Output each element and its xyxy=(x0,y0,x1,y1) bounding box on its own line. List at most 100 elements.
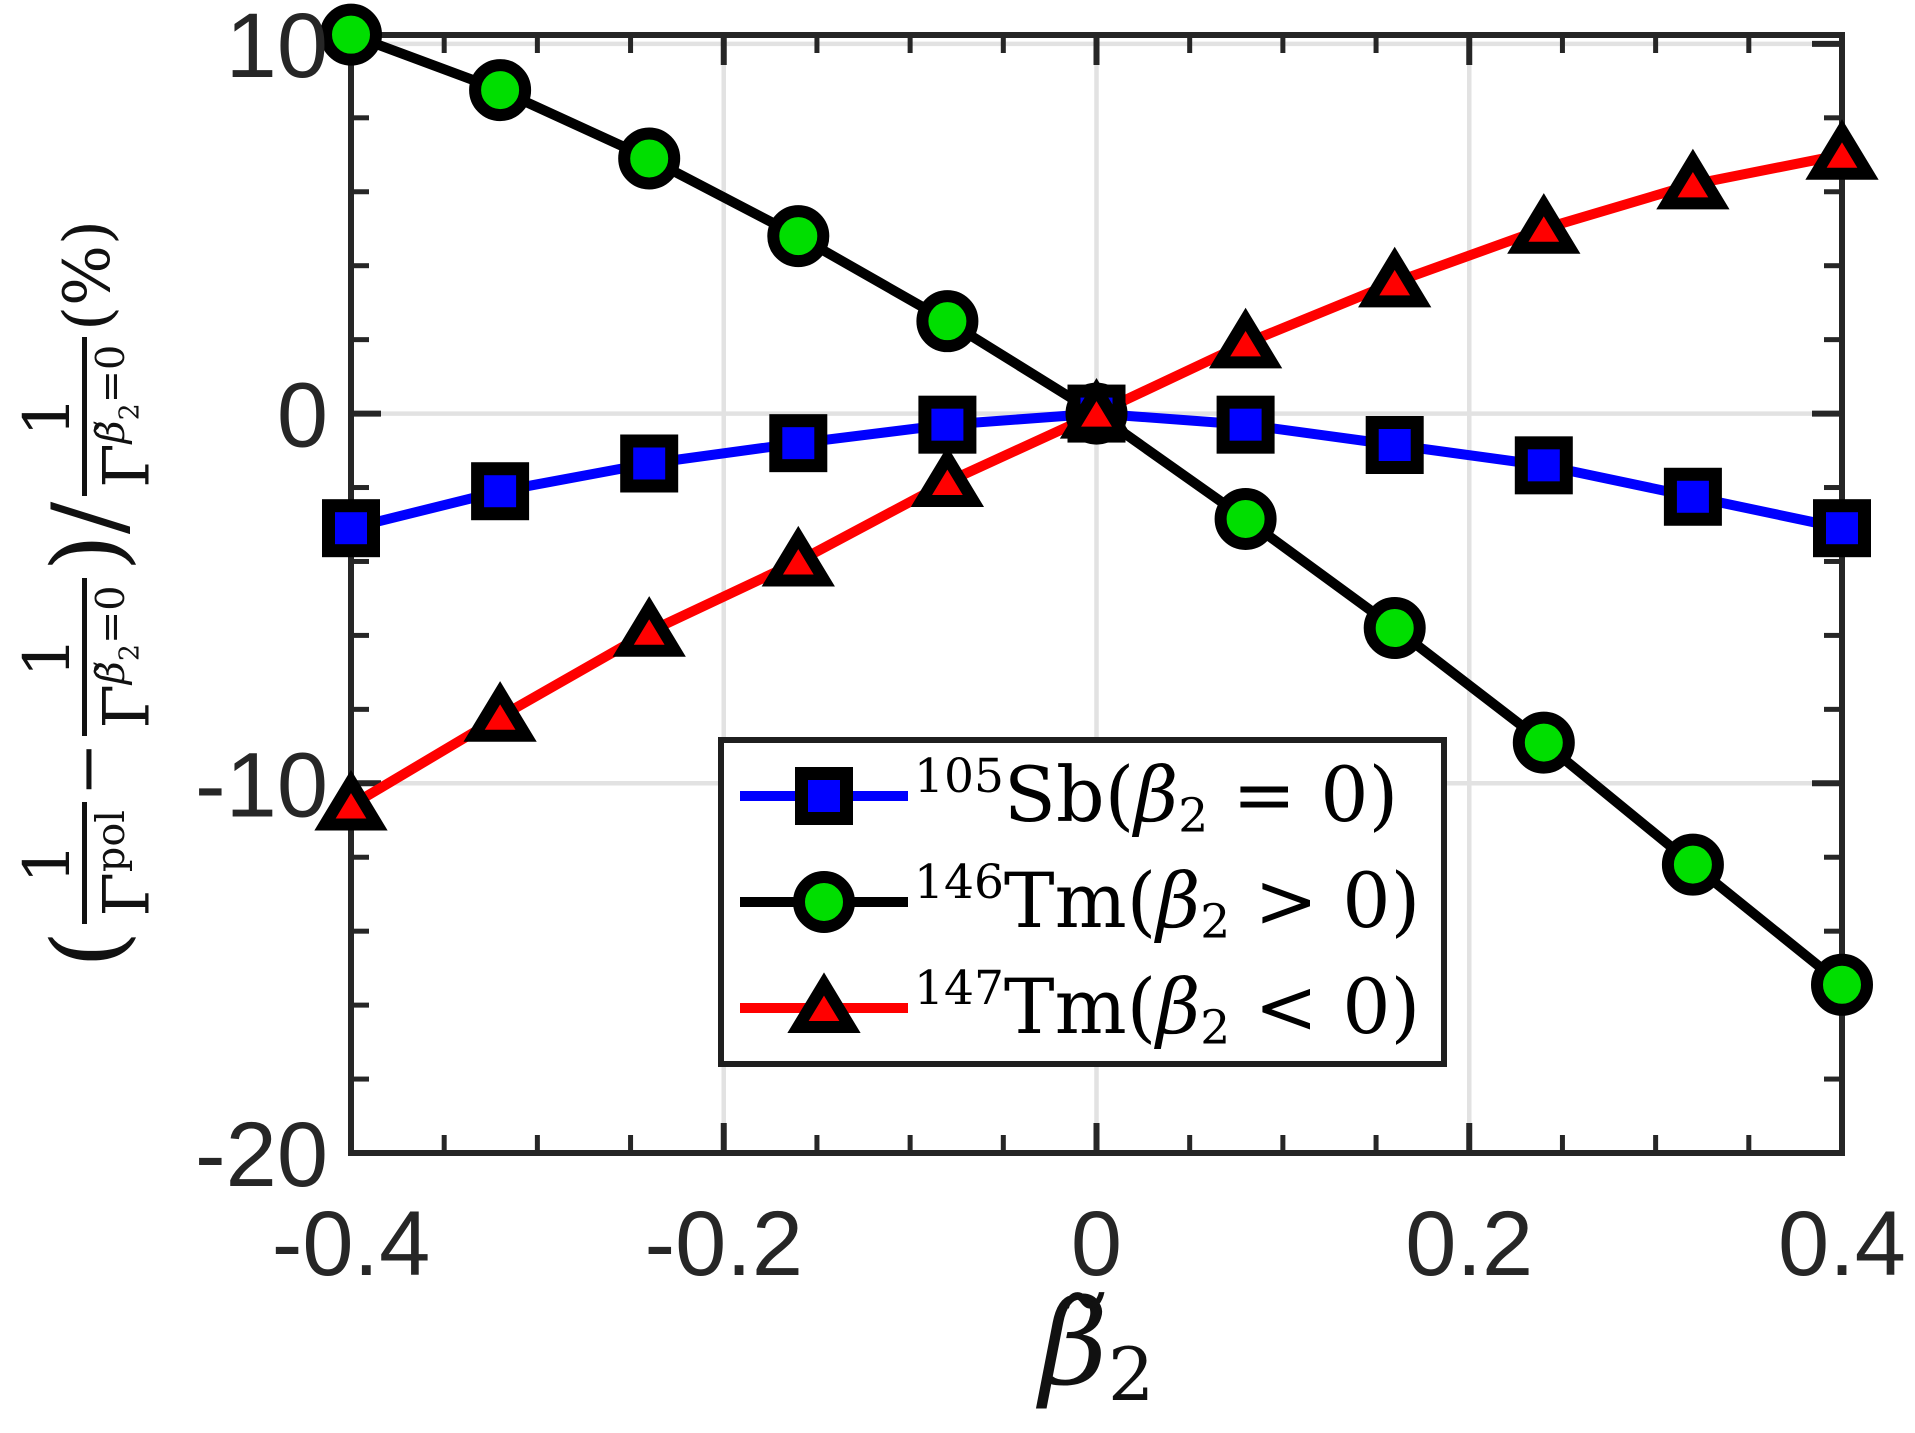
y-tick-label: 0 xyxy=(277,365,328,467)
marker-square xyxy=(322,499,380,558)
marker-triangle xyxy=(1208,307,1283,369)
marker-triangle xyxy=(1507,193,1581,254)
legend-item: 146Tm(β2 > 0) xyxy=(724,852,1441,952)
x-tick-label: 0.2 xyxy=(1405,1193,1533,1295)
marker-square xyxy=(620,434,679,493)
x-tick-label: -0.4 xyxy=(272,1193,431,1295)
math-text: Tm( xyxy=(1003,961,1157,1051)
math-text: 105 xyxy=(914,748,1004,804)
math-text: 147 xyxy=(914,960,1004,1016)
marker-square xyxy=(918,395,977,454)
marker-triangle xyxy=(1358,246,1432,308)
marker-square xyxy=(1216,395,1275,454)
marker-triangle xyxy=(910,446,985,507)
legend-item: 147Tm(β2 < 0) xyxy=(724,958,1441,1058)
math-text: (%) xyxy=(51,220,125,331)
math-text: 2 xyxy=(114,644,146,662)
math-text: ( xyxy=(32,930,144,968)
marker-circle xyxy=(916,290,979,353)
math-text: β xyxy=(1156,961,1201,1051)
x-tick-label: 0 xyxy=(1071,1193,1122,1295)
marker-circle xyxy=(1512,711,1575,774)
marker-square xyxy=(471,462,530,521)
marker-triangle xyxy=(463,681,537,742)
fraction: 1 Γpol xyxy=(11,802,165,925)
marker-circle xyxy=(1363,597,1426,660)
marker-triangle xyxy=(761,525,835,587)
legend: 105Sb(β2 = 0) 146Tm(β2 > 0) 147Tm(β2 < 0) xyxy=(718,737,1447,1067)
math-text: ) xyxy=(1390,855,1421,945)
marker-triangle xyxy=(612,596,686,657)
marker-circle xyxy=(618,127,681,190)
series-markers xyxy=(314,119,1879,831)
math-text: ) xyxy=(32,534,144,572)
marker-triangle xyxy=(1805,119,1879,180)
ticks xyxy=(348,38,1845,1156)
math-text: =0 xyxy=(87,585,134,645)
marker-circle xyxy=(1661,833,1724,896)
math-text: β xyxy=(1134,749,1179,839)
marker-triangle xyxy=(314,769,388,831)
math-text: − xyxy=(51,742,125,797)
x-tick-label: 0.4 xyxy=(1778,1193,1906,1295)
math-text: ) xyxy=(1390,961,1421,1051)
math-text: pol xyxy=(87,810,134,873)
math-text: 2 xyxy=(1200,894,1231,950)
math-text: = xyxy=(1208,749,1321,839)
marker-triangle xyxy=(1656,148,1730,210)
math-text: Γ xyxy=(90,684,165,729)
y-axis-label: (1 Γpol − 1 Γβ̃2=0)/1 Γβ̃2=0 (%) xyxy=(0,34,178,1154)
math-text: 0 xyxy=(1320,749,1369,839)
math-text: ) xyxy=(1368,749,1399,839)
marker-square xyxy=(1813,499,1871,558)
marker-square xyxy=(769,414,828,473)
math-text: 1 xyxy=(10,842,85,884)
marker-circle xyxy=(793,871,855,933)
marker-square xyxy=(1663,467,1722,526)
legend-sample xyxy=(740,871,908,933)
math-text: Γ xyxy=(90,443,165,488)
math-text: Γ xyxy=(90,872,165,917)
marker-triangle xyxy=(1059,377,1134,439)
legend-label: 146Tm(β2 > 0) xyxy=(914,859,1420,946)
math-text: 1 xyxy=(10,395,85,437)
x-axis-label: β̃2 xyxy=(1040,1284,1155,1412)
math-text: 2 xyxy=(114,403,146,421)
marker-circle xyxy=(767,205,830,268)
fraction: 1 Γβ̃2=0 xyxy=(11,577,165,737)
marker-circle xyxy=(320,3,382,66)
math-text: Tm( xyxy=(1003,855,1157,945)
marker-circle xyxy=(469,59,532,122)
legend-sample xyxy=(740,767,908,825)
math-text: / xyxy=(32,501,144,535)
math-text: β̃ xyxy=(1039,1273,1108,1412)
math-text: β̃ xyxy=(87,661,134,685)
math-text: β̃ xyxy=(87,420,134,444)
y-tick-label: -10 xyxy=(195,734,328,836)
y-tick-label: -20 xyxy=(195,1104,328,1206)
math-text: β xyxy=(1156,855,1201,945)
math-text: < xyxy=(1230,961,1343,1051)
legend-sample xyxy=(740,972,908,1033)
math-text: 1 xyxy=(10,636,85,678)
math-text: 146 xyxy=(914,854,1004,910)
legend-label: 147Tm(β2 < 0) xyxy=(914,965,1420,1052)
fraction: 1 Γβ̃2=0 xyxy=(11,336,165,496)
math-text: =0 xyxy=(87,344,134,404)
math-text: Sb( xyxy=(1003,749,1135,839)
marker-square xyxy=(795,767,853,825)
legend-item: 105Sb(β2 = 0) xyxy=(724,746,1441,846)
marker-triangle xyxy=(787,972,861,1033)
plot-border xyxy=(348,32,1845,1156)
math-text: > xyxy=(1230,855,1343,945)
legend-label: 105Sb(β2 = 0) xyxy=(914,753,1398,840)
math-text: 0 xyxy=(1342,961,1391,1051)
marker-square xyxy=(1365,416,1424,475)
math-text: 2 xyxy=(1178,788,1209,844)
math-text: 2 xyxy=(1107,1332,1155,1418)
tick-labels: -0.4 -0.2 0 0.2 0.4 10 0 -10 -20 xyxy=(195,0,1906,1295)
math-text: 2 xyxy=(1200,1000,1231,1056)
x-tick-label: -0.2 xyxy=(644,1193,803,1295)
